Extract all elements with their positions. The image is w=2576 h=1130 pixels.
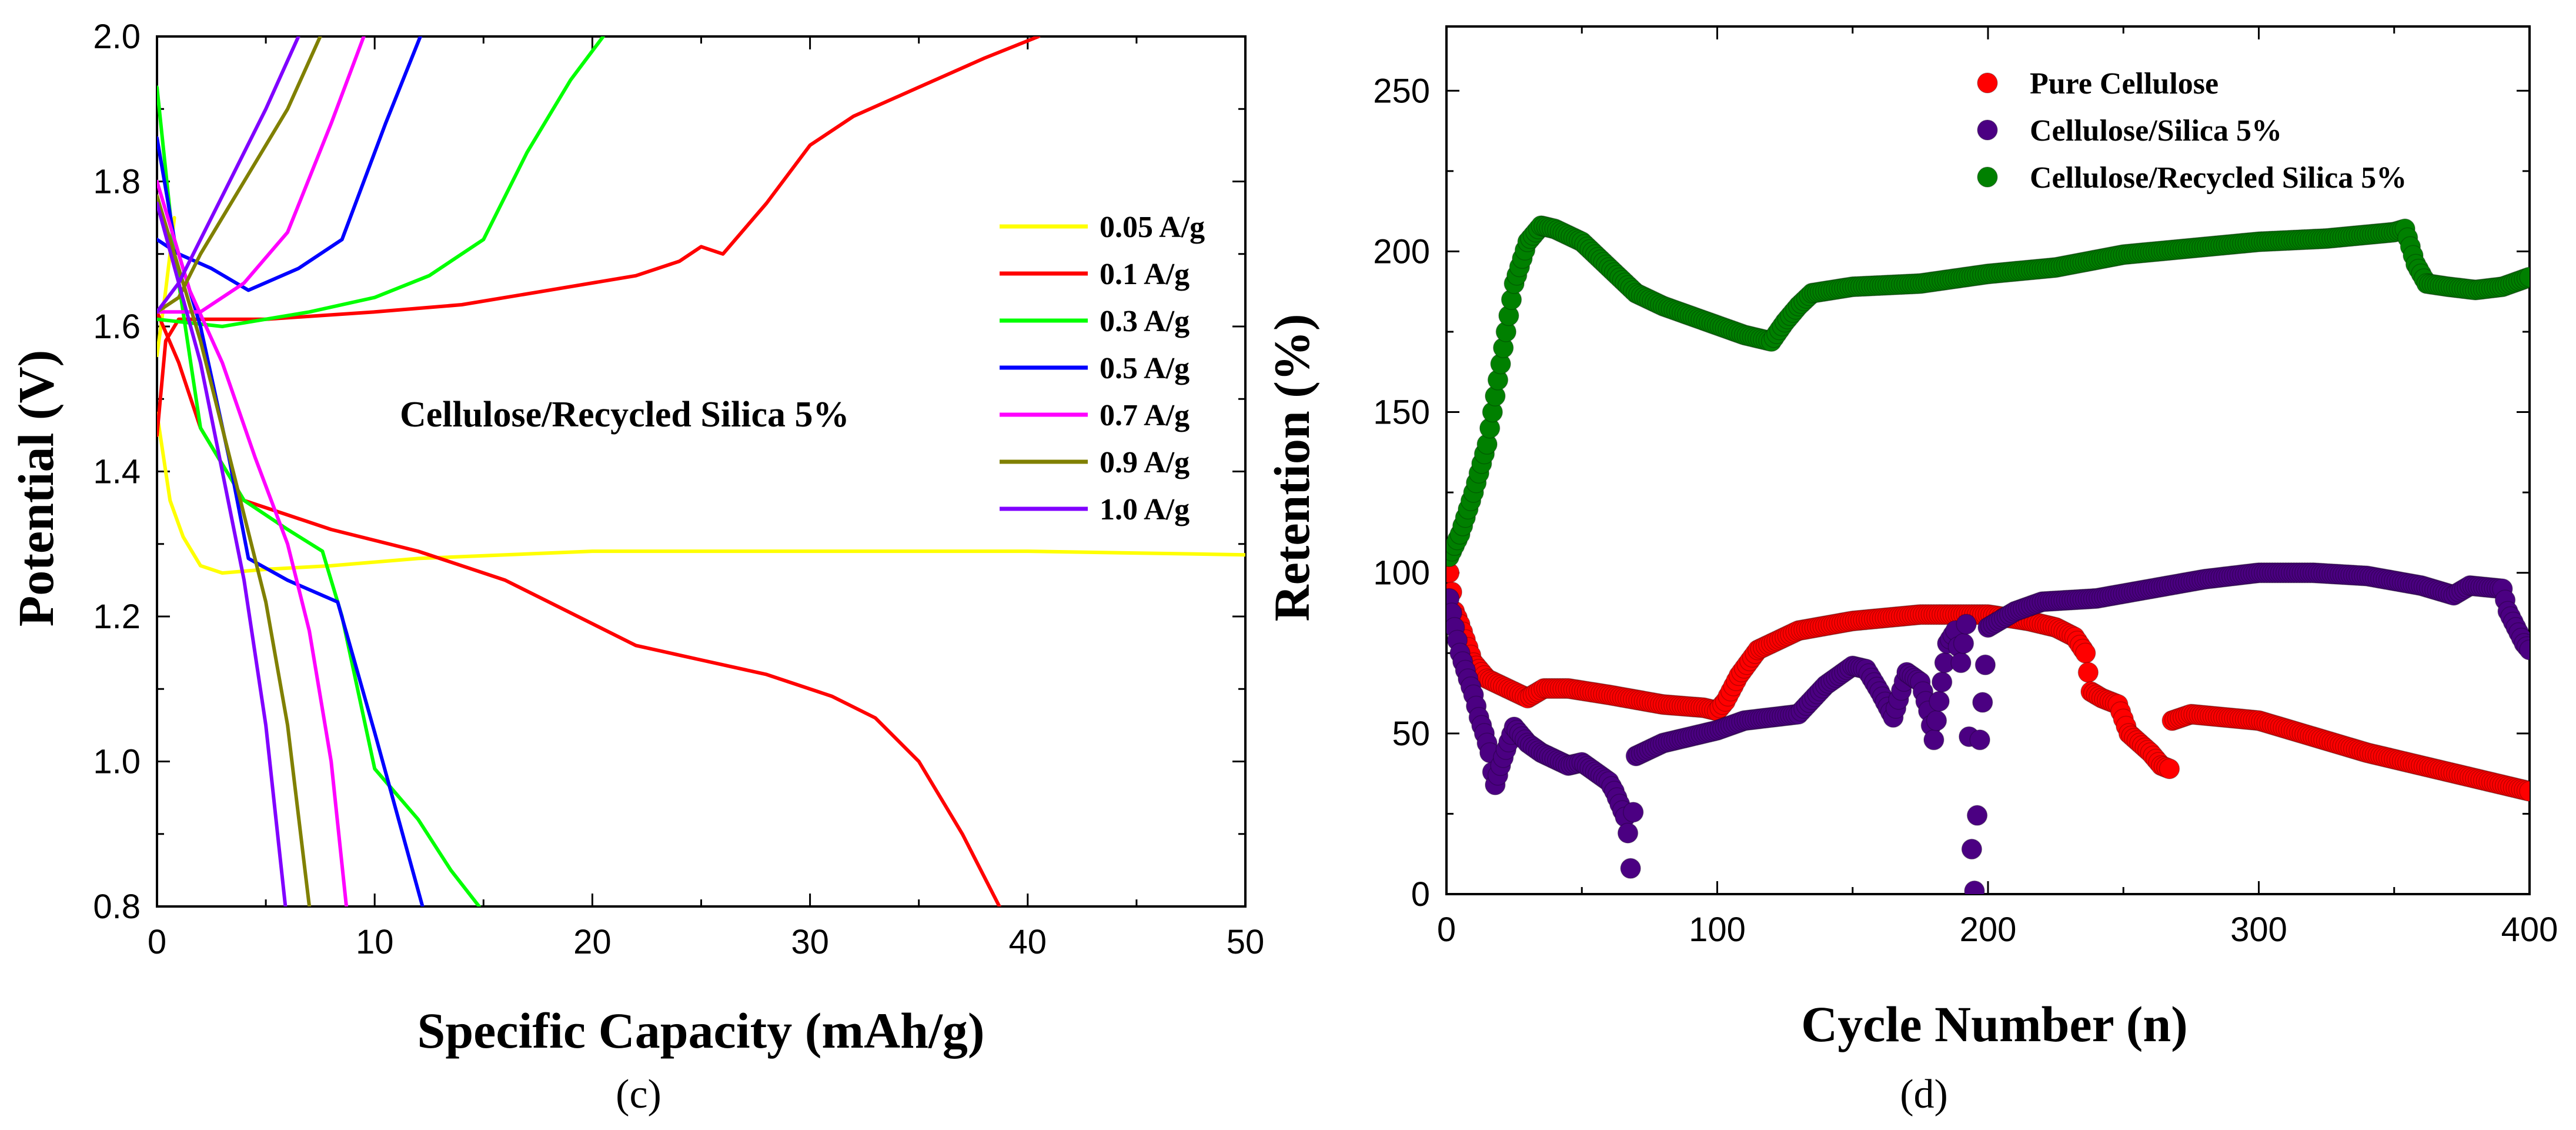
series-line-1-0-a-g (157, 36, 300, 314)
legend-label-0-05-a-g: 0.05 A/g (1100, 211, 1205, 244)
legend-marker-pure-cellulose (1977, 72, 1998, 94)
data-point-cellulose-silica-5 (1964, 880, 1985, 894)
ticks-c: 0 10 20 30 40 50 0.8 1.0 1.2 1.4 1.6 1.8 2.0 (93, 18, 1264, 961)
legend-label-0-5-a-g: 0.5 A/g (1100, 352, 1190, 385)
legend-d: Pure Cellulose Cellulose/Silica 5% Cellulo… (1977, 67, 2407, 195)
chart-retention-vs-cycle: 0 100 200 300 400 0 50 100 150 200 250 Pure Cellul… (1264, 25, 2558, 1117)
data-point-cellulose-silica-5 (1956, 614, 1977, 635)
y-tick-label-c: 1.8 (93, 163, 141, 201)
legend-marker-cellulose-recycled-silica-5 (1977, 166, 1998, 188)
series-line-0-9-a-g (157, 194, 312, 906)
y-tick-label-c: 1.6 (93, 308, 141, 346)
data-point-cellulose-silica-5 (1950, 652, 1972, 674)
data-point-cellulose-silica-5 (1923, 729, 1944, 751)
panel-label-c: (c) (616, 1072, 661, 1117)
legend-label-cellulose-silica-5: Cellulose/Silica 5% (2030, 114, 2282, 148)
y-tick-label-c: 1.4 (93, 453, 141, 491)
y-tick-label-d: 50 (1392, 715, 1430, 753)
x-axis-title-c: Specific Capacity (mAh/g) (417, 1002, 985, 1059)
data-point-pure-cellulose (2519, 781, 2530, 802)
legend-label-1-0-a-g: 1.0 A/g (1100, 493, 1190, 526)
x-tick-label-c: 10 (356, 923, 394, 961)
x-tick-label-c: 50 (1227, 923, 1265, 961)
y-tick-label-d: 150 (1373, 394, 1430, 432)
data-point-cellulose-silica-5 (1961, 838, 1983, 860)
legend-c: 0.05 A/g 0.1 A/g 0.3 A/g 0.5 A/g 0.7 A/g 0.9 … (1000, 211, 1205, 526)
series-clip-c (157, 36, 1245, 906)
y-tick-label-c: 1.2 (93, 598, 141, 636)
y-axis-title-c: Potential (V) (8, 350, 64, 626)
ticks-d: 0 100 200 300 400 0 50 100 150 200 250 (1373, 26, 2558, 949)
x-tick-label-d: 0 (1437, 911, 1456, 949)
data-point-cellulose-silica-5 (2519, 639, 2530, 661)
legend-label-0-9-a-g: 0.9 A/g (1100, 446, 1190, 479)
legend-label-0-1-a-g: 0.1 A/g (1100, 258, 1190, 291)
data-point-cellulose-silica-5 (1974, 654, 1996, 676)
chart-potential-vs-capacity: 0 10 20 30 40 50 0.8 1.0 1.2 1.4 1.6 1.8 2.0 0.05 A/… (8, 18, 1264, 1117)
series-line-0-05-a-g (157, 411, 1245, 575)
data-point-cellulose-silica-5 (1972, 692, 1993, 713)
data-point-cellulose-silica-5 (1617, 822, 1639, 844)
data-point-cellulose-silica-5 (1931, 671, 1953, 693)
y-tick-label-c: 0.8 (93, 888, 141, 926)
y-tick-label-d: 0 (1411, 875, 1430, 914)
y-tick-label-c: 1.0 (93, 743, 141, 781)
panel-label-d: (d) (1900, 1072, 1948, 1117)
data-point-pure-cellulose (2075, 642, 2096, 664)
data-point-cellulose-silica-5 (1966, 805, 1988, 826)
legend-label-pure-cellulose: Pure Cellulose (2030, 67, 2218, 101)
x-axis-title-d: Cycle Number (n) (1801, 996, 2188, 1052)
series-line-0-9-a-g (157, 36, 322, 314)
legend-marker-cellulose-silica-5 (1977, 119, 1998, 141)
data-point-cellulose-silica-5 (1969, 729, 1990, 751)
y-tick-label-d: 250 (1373, 72, 1430, 110)
data-point-cellulose-recycled-silica-5 (2519, 266, 2530, 288)
legend-label-0-7-a-g: 0.7 A/g (1100, 399, 1190, 432)
y-tick-label-d: 200 (1373, 232, 1430, 271)
series-group-c (157, 36, 1245, 906)
x-tick-label-d: 400 (2501, 911, 2558, 949)
x-tick-label-c: 20 (573, 923, 612, 961)
legend-label-cellulose-recycled-silica-5: Cellulose/Recycled Silica 5% (2030, 161, 2407, 195)
y-tick-label-d: 100 (1373, 554, 1430, 592)
data-point-cellulose-silica-5 (1926, 710, 1947, 731)
y-axis-title-d: Retention (%) (1264, 314, 1320, 621)
x-tick-label-d: 100 (1689, 911, 1746, 949)
series-line-0-1-a-g (157, 36, 1041, 437)
series-line-0-5-a-g (157, 36, 422, 292)
data-point-cellulose-silica-5 (1622, 801, 1644, 823)
series-line-0-3-a-g (157, 85, 481, 906)
x-tick-label-d: 200 (1960, 911, 2017, 949)
data-point-cellulose-silica-5 (1929, 691, 1950, 712)
data-point-pure-cellulose (2077, 662, 2099, 683)
series-group-d (1446, 215, 2530, 894)
data-point-cellulose-silica-5 (1620, 858, 1641, 879)
series-line-0-7-a-g (157, 179, 349, 906)
x-tick-label-d: 300 (2230, 911, 2287, 949)
x-tick-label-c: 30 (791, 923, 829, 961)
data-point-pure-cellulose (2159, 758, 2180, 779)
legend-label-0-3-a-g: 0.3 A/g (1100, 305, 1190, 338)
x-tick-label-c: 40 (1009, 923, 1047, 961)
data-point-cellulose-silica-5 (1953, 633, 1974, 654)
series-line-0-3-a-g (157, 36, 605, 328)
series-clip-d (1446, 215, 2530, 894)
x-tick-label-c: 0 (148, 923, 166, 961)
y-tick-label-c: 2.0 (93, 18, 141, 56)
chart-annotation: Cellulose/Recycled Silica 5% (400, 395, 850, 435)
